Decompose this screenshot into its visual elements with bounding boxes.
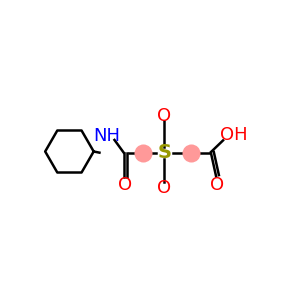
Text: O: O bbox=[210, 176, 224, 194]
Text: O: O bbox=[157, 179, 171, 197]
Text: OH: OH bbox=[220, 126, 247, 144]
Text: O: O bbox=[118, 176, 132, 194]
Text: S: S bbox=[157, 143, 171, 162]
Text: NH: NH bbox=[93, 128, 120, 146]
Text: O: O bbox=[157, 107, 171, 125]
